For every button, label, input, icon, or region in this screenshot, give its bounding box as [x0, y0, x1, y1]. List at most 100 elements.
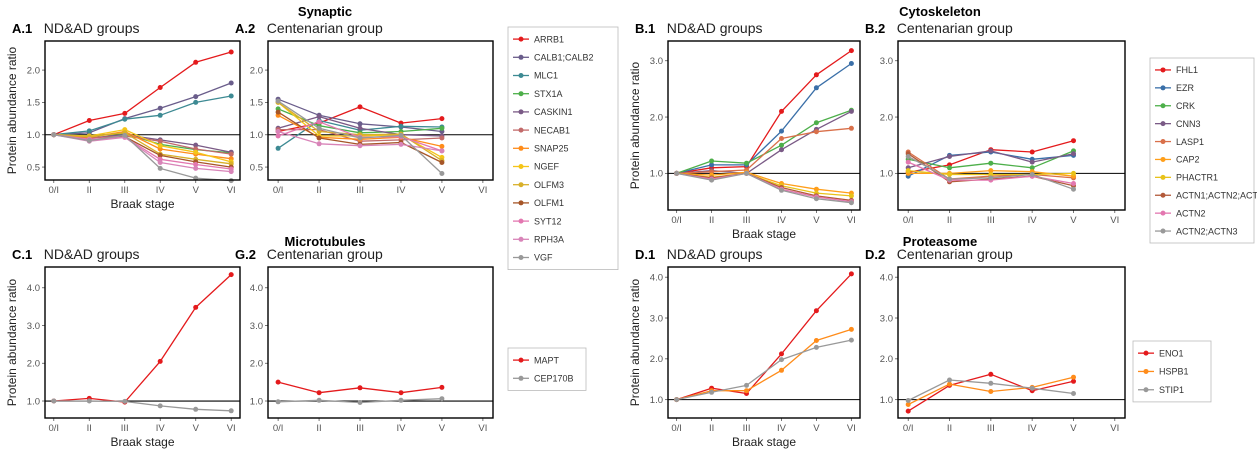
panel-frame	[667, 266, 861, 419]
data-point-arrb1	[228, 49, 234, 55]
data-point-mapt	[275, 379, 281, 385]
y-tick-label: 2.0	[650, 112, 663, 123]
legend-marker-syt12	[518, 218, 524, 224]
x-tick-label: IV	[396, 423, 406, 434]
y-tick-label: 2.0	[27, 359, 40, 370]
y-tick-label: 1.5	[250, 98, 263, 109]
panel-frame	[667, 40, 861, 211]
series-arrb1	[51, 49, 234, 138]
data-point-rph3a	[398, 141, 404, 147]
data-point-stip1	[709, 389, 715, 395]
data-point-cnn3	[779, 147, 784, 153]
data-point-cnn3	[1071, 151, 1076, 157]
chart-cytoskeleton: Cytoskeleton B.1 ND&AD groups 1.0 2.0 3.0 0/I I…	[628, 4, 1257, 244]
legend-label-mlc1: MLC1	[534, 71, 558, 81]
x-tick-label: III	[743, 215, 751, 226]
x-tick-label: V	[439, 185, 446, 196]
data-point-stip1	[813, 344, 819, 350]
data-point-ezr	[813, 85, 819, 91]
data-point-fhl1	[1029, 149, 1035, 155]
data-point-olfm1	[439, 160, 445, 165]
data-point-rph3a	[157, 160, 163, 165]
data-point-actn2-actn3	[779, 187, 784, 193]
x-tick-label: II	[87, 185, 92, 196]
series-hspb1	[674, 326, 854, 403]
y-tick-label: 2.0	[27, 65, 40, 76]
y-tick-label: 1.0	[250, 130, 263, 141]
data-point-actn2-actn3	[848, 200, 854, 206]
data-point-eno1	[779, 351, 784, 357]
data-point-actn2-actn3	[947, 176, 952, 182]
group-title-cytoskeleton: Cytoskeleton	[899, 4, 981, 19]
series-vgf	[275, 98, 445, 176]
series-line-lasp1	[676, 127, 852, 175]
data-point-phactr1	[1071, 170, 1076, 176]
data-point-rph3a	[357, 143, 363, 149]
data-point-crk	[947, 165, 952, 171]
x-tick-label: III	[121, 423, 129, 434]
data-point-mlc1	[228, 93, 234, 99]
data-point-cep170b	[316, 397, 322, 403]
x-tick-label: VI	[847, 215, 856, 226]
legend-label-olfm3: OLFM3	[534, 180, 564, 190]
legend-box	[507, 347, 587, 391]
panel-title: Centenarian group	[897, 20, 1013, 36]
data-point-caskin1	[357, 125, 363, 131]
legend-marker-stip1	[1143, 387, 1149, 393]
data-point-rph3a	[275, 129, 281, 134]
data-point-rph3a	[193, 165, 199, 171]
legend-label-olfm1: OLFM1	[534, 198, 564, 208]
panel-title: Centenarian group	[267, 20, 383, 36]
data-point-rph3a	[316, 141, 322, 147]
data-point-stip1	[674, 397, 680, 403]
legend-label-necab1: NECAB1	[534, 125, 570, 135]
data-point-rph3a	[439, 148, 445, 154]
legend-label-actn2-actn3: ACTN2;ACTN3	[1176, 226, 1238, 236]
y-tick-label: 3.0	[650, 313, 663, 324]
legend-label-snap25: SNAP25	[534, 144, 569, 154]
data-point-stip1	[905, 398, 911, 403]
data-point-actn2-actn3	[744, 170, 749, 176]
x-axis-label: Braak stage	[110, 197, 174, 211]
y-tick-label: 4.0	[250, 283, 263, 294]
legend-marker-actn1-actn2-actn3	[1160, 192, 1166, 198]
legend-marker-eno1	[1143, 350, 1149, 356]
data-point-fhl1	[1071, 138, 1076, 144]
data-point-mapt	[316, 390, 322, 396]
data-point-phactr1	[848, 193, 854, 199]
data-point-calb1-calb2	[157, 105, 163, 111]
series-cep170b	[275, 396, 445, 405]
data-point-crk	[988, 160, 994, 166]
legend-marker-ezr	[1160, 85, 1166, 91]
panel-id: B.2	[865, 21, 885, 36]
data-point-phactr1	[947, 172, 952, 177]
data-point-necab1	[228, 151, 234, 157]
data-point-arrb1	[157, 85, 163, 90]
y-tick-label: 1.5	[27, 98, 40, 109]
data-point-actn2-actn3	[988, 175, 994, 181]
x-tick-label: 0/I	[671, 423, 682, 434]
data-point-cep170b	[357, 400, 363, 405]
y-tick-label: 3.0	[880, 56, 893, 67]
y-tick-label: 3.0	[880, 313, 893, 324]
legend-marker-arrb1	[518, 36, 524, 42]
data-point-olfm1	[316, 135, 322, 141]
y-tick-label: 2.0	[880, 112, 893, 123]
x-tick-label: 0/I	[273, 423, 284, 434]
panel-title: Centenarian group	[267, 246, 383, 262]
data-point-cnn3	[848, 108, 854, 114]
data-point-hspb1	[947, 381, 952, 387]
data-point-syt12	[193, 162, 199, 167]
data-point-actn2	[905, 159, 911, 165]
legend-marker-cnn3	[1160, 121, 1166, 127]
series-line-vgf	[53, 134, 232, 182]
data-point-ngef	[193, 149, 199, 155]
series-line-eno1	[676, 273, 852, 401]
data-point-arrb1	[357, 104, 363, 110]
data-point-cep170b	[122, 398, 128, 404]
data-point-cep170b	[157, 403, 163, 409]
data-point-arrb1	[122, 110, 128, 116]
x-tick-label: VI	[1110, 215, 1119, 226]
group-title-synaptic: Synaptic	[298, 4, 352, 19]
